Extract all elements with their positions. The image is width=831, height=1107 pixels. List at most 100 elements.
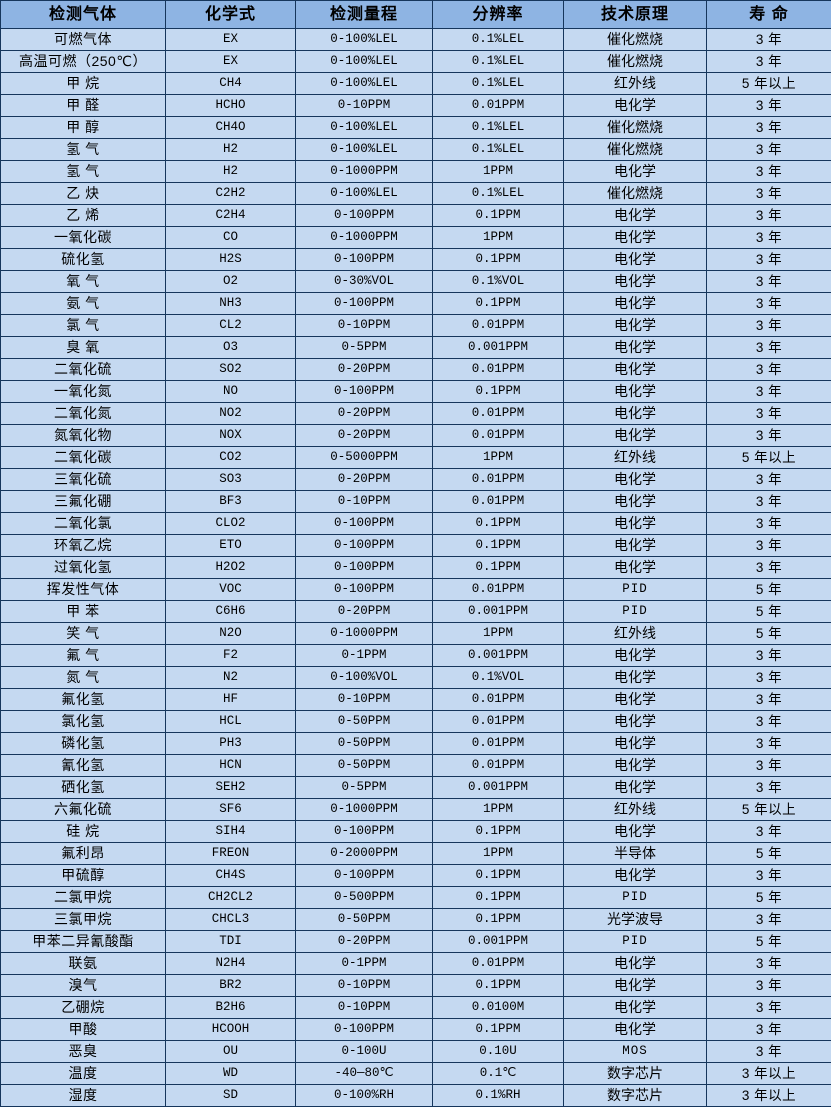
cell-name: 可燃气体	[1, 29, 166, 51]
cell-resolution: 0.001PPM	[433, 777, 564, 799]
cell-formula: CL2	[166, 315, 296, 337]
column-header-life: 寿 命	[707, 1, 831, 29]
cell-principle: 电化学	[564, 689, 707, 711]
cell-resolution: 0.01PPM	[433, 469, 564, 491]
cell-principle: 电化学	[564, 755, 707, 777]
cell-name: 氮 气	[1, 667, 166, 689]
cell-formula: NH3	[166, 293, 296, 315]
cell-formula: HF	[166, 689, 296, 711]
cell-principle: 电化学	[564, 711, 707, 733]
cell-principle: 红外线	[564, 447, 707, 469]
cell-name: 氧 气	[1, 271, 166, 293]
cell-range: 0-1000PPM	[296, 227, 433, 249]
cell-name: 氢 气	[1, 139, 166, 161]
cell-formula: CO2	[166, 447, 296, 469]
cell-range: 0-100PPM	[296, 249, 433, 271]
cell-resolution: 0.01PPM	[433, 359, 564, 381]
cell-name: 乙 炔	[1, 183, 166, 205]
cell-formula: BF3	[166, 491, 296, 513]
cell-principle: 电化学	[564, 997, 707, 1019]
cell-resolution: 0.1PPM	[433, 249, 564, 271]
cell-life: 3 年	[707, 139, 831, 161]
cell-range: 0-100PPM	[296, 535, 433, 557]
cell-range: 0-50PPM	[296, 733, 433, 755]
cell-range: 0-1000PPM	[296, 799, 433, 821]
cell-life: 3 年	[707, 733, 831, 755]
cell-resolution: 0.1PPM	[433, 535, 564, 557]
cell-life: 3 年	[707, 29, 831, 51]
cell-resolution: 0.1%LEL	[433, 183, 564, 205]
cell-formula: NO	[166, 381, 296, 403]
cell-name: 过氧化氢	[1, 557, 166, 579]
cell-name: 二氧化氮	[1, 403, 166, 425]
cell-range: 0-2000PPM	[296, 843, 433, 865]
cell-resolution: 1PPM	[433, 623, 564, 645]
cell-life: 3 年	[707, 777, 831, 799]
cell-name: 磷化氢	[1, 733, 166, 755]
cell-life: 3 年	[707, 865, 831, 887]
cell-formula: SIH4	[166, 821, 296, 843]
cell-principle: 电化学	[564, 865, 707, 887]
cell-range: 0-1000PPM	[296, 161, 433, 183]
column-header-resolution: 分辨率	[433, 1, 564, 29]
cell-name: 三氟化硼	[1, 491, 166, 513]
cell-life: 3 年	[707, 95, 831, 117]
cell-resolution: 0.1%LEL	[433, 51, 564, 73]
cell-formula: N2H4	[166, 953, 296, 975]
cell-range: 0-1000PPM	[296, 623, 433, 645]
cell-formula: O3	[166, 337, 296, 359]
cell-principle: 红外线	[564, 623, 707, 645]
cell-life: 5 年以上	[707, 73, 831, 95]
cell-resolution: 0.001PPM	[433, 931, 564, 953]
cell-life: 3 年以上	[707, 1063, 831, 1085]
cell-name: 硒化氢	[1, 777, 166, 799]
cell-range: 0-100%LEL	[296, 51, 433, 73]
cell-resolution: 1PPM	[433, 227, 564, 249]
cell-life: 3 年	[707, 359, 831, 381]
cell-resolution: 0.001PPM	[433, 601, 564, 623]
cell-name: 甲酸	[1, 1019, 166, 1041]
column-header-range: 检测量程	[296, 1, 433, 29]
cell-life: 5 年	[707, 887, 831, 909]
cell-formula: SF6	[166, 799, 296, 821]
cell-formula: C6H6	[166, 601, 296, 623]
cell-formula: N2O	[166, 623, 296, 645]
header-row: 检测气体化学式检测量程分辨率技术原理寿 命	[1, 1, 831, 29]
cell-name: 氟 气	[1, 645, 166, 667]
cell-range: 0-100PPM	[296, 513, 433, 535]
cell-principle: 电化学	[564, 161, 707, 183]
cell-resolution: 0.01PPM	[433, 491, 564, 513]
cell-name: 乙 烯	[1, 205, 166, 227]
cell-life: 3 年	[707, 755, 831, 777]
cell-principle: 催化燃烧	[564, 139, 707, 161]
cell-range: 0-50PPM	[296, 909, 433, 931]
cell-principle: 电化学	[564, 315, 707, 337]
cell-formula: CLO2	[166, 513, 296, 535]
cell-life: 3 年	[707, 315, 831, 337]
cell-life: 3 年	[707, 513, 831, 535]
cell-resolution: 0.001PPM	[433, 337, 564, 359]
cell-range: 0-20PPM	[296, 425, 433, 447]
cell-principle: 数字芯片	[564, 1085, 707, 1107]
cell-range: 0-100PPM	[296, 293, 433, 315]
cell-formula: C2H2	[166, 183, 296, 205]
cell-range: 0-100PPM	[296, 557, 433, 579]
cell-range: 0-100%LEL	[296, 183, 433, 205]
cell-principle: PID	[564, 931, 707, 953]
cell-resolution: 0.01PPM	[433, 755, 564, 777]
